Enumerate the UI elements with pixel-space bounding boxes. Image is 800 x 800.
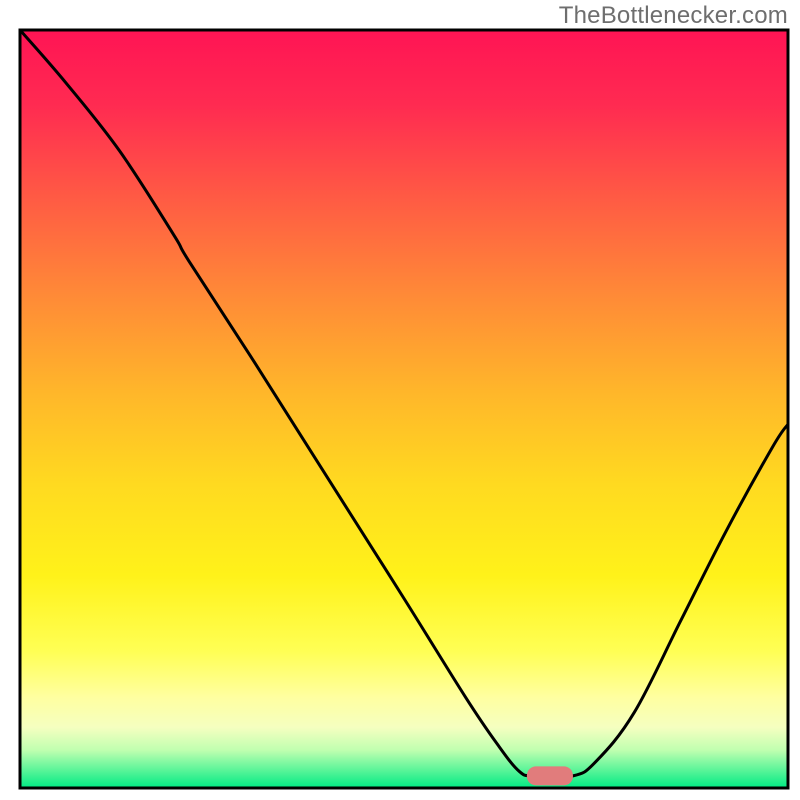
gradient-background	[20, 30, 788, 788]
optimal-marker	[527, 766, 573, 785]
bottleneck-line-chart	[0, 0, 800, 800]
chart-container: TheBottlenecker.com	[0, 0, 800, 800]
